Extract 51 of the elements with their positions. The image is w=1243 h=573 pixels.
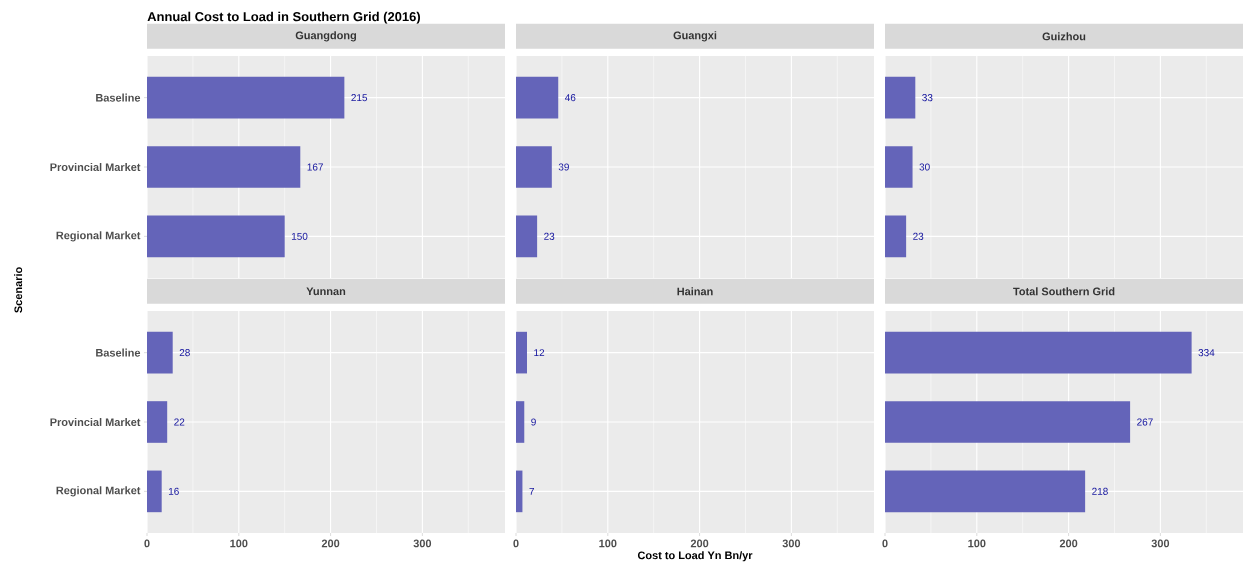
x-tick-label: 300 <box>782 539 801 548</box>
data-label: 267 <box>1137 418 1153 426</box>
y-tick-label: Baseline <box>96 348 141 357</box>
chart-title: Guangdong <box>295 31 357 42</box>
bar <box>147 470 162 513</box>
data-label: 30 <box>919 163 930 171</box>
data-label: 39 <box>558 163 569 171</box>
chart-title: Total Southern Grid <box>1013 287 1115 296</box>
chart-title: Yunnan <box>306 287 346 296</box>
x-tick-label: 200 <box>321 539 340 548</box>
data-label: 9 <box>531 418 536 426</box>
bar <box>147 401 168 443</box>
x-tick-label: 200 <box>1059 539 1078 548</box>
data-label: 22 <box>174 418 185 426</box>
y-tick-label: Regional Market <box>56 231 141 242</box>
data-label: 16 <box>168 487 179 495</box>
data-label: 23 <box>913 232 924 240</box>
chart-title: Hainan <box>677 287 713 296</box>
y-tick-label: Regional Market <box>56 486 141 497</box>
x-tick-label: 0 <box>513 539 519 548</box>
data-label: 12 <box>534 349 545 357</box>
bar <box>885 470 1086 513</box>
bar <box>147 331 173 374</box>
data-label: 150 <box>291 232 308 240</box>
data-label: 46 <box>564 94 576 102</box>
data-label: 167 <box>307 163 323 171</box>
data-label: 7 <box>529 487 534 495</box>
y-tick-label: Baseline <box>96 93 141 102</box>
x-tick-label: 0 <box>882 539 888 548</box>
y-tick-label: Provincial Market <box>50 162 141 172</box>
chart-title: Guizhou <box>1042 32 1086 41</box>
text: Annual Cost to Load in Southern Grid (2016) <box>147 11 420 24</box>
x-tick-label: 100 <box>230 539 248 548</box>
data-label: 28 <box>179 349 190 357</box>
data-label: 215 <box>351 94 368 102</box>
bar <box>885 401 1131 443</box>
bar <box>885 331 1192 374</box>
data-label: 33 <box>922 94 933 102</box>
x-axis-title: Cost to Load Yn Bn/yr <box>637 551 753 562</box>
y-tick-label: Provincial Market <box>50 417 141 427</box>
x-tick-label: 300 <box>413 539 432 548</box>
x-tick-label: 200 <box>690 539 709 548</box>
x-tick-label: 100 <box>599 539 617 548</box>
x-tick-label: 0 <box>144 539 150 548</box>
data-label: 218 <box>1092 487 1108 495</box>
chart-title: Guangxi <box>673 31 717 42</box>
data-label: 334 <box>1198 349 1215 357</box>
data-label: 23 <box>544 232 555 240</box>
x-tick-label: 300 <box>1151 539 1170 548</box>
y-axis-title: Scenario <box>14 267 23 313</box>
x-tick-label: 100 <box>968 539 986 548</box>
